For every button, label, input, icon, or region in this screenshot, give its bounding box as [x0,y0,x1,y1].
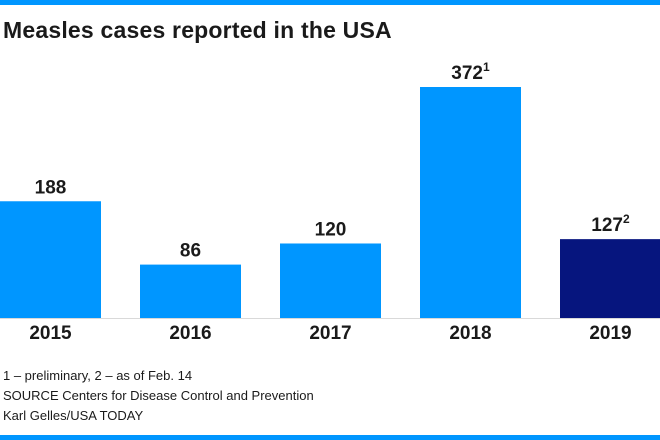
category-label-2016: 2016 [169,323,211,344]
top-rule [0,0,660,5]
bottom-rule [0,435,660,440]
category-label-2019: 2019 [589,323,631,344]
bar-chart: 188 2015 86 2016 120 2017 3721 2018 1272 2019 [0,60,660,344]
footnotes: 1 – preliminary, 2 – as of Feb. 14 SOURC… [3,366,314,426]
bar-2017 [280,243,381,318]
footnote-superscripts: 1 – preliminary, 2 – as of Feb. 14 [3,368,193,383]
value-label-2017: 120 [315,219,347,240]
value-label-2015: 188 [35,177,67,198]
bar-2015 [0,201,101,318]
category-label-2018: 2018 [449,323,491,344]
credit-line: Karl Gelles/USA TODAY [3,408,144,423]
source-line: SOURCE Centers for Disease Control and P… [3,388,314,403]
value-label-2018: 3721 [451,60,490,84]
value-label-2019: 1272 [591,212,630,236]
category-label-2015: 2015 [29,323,72,344]
superscript-2018: 1 [483,60,490,74]
superscript-2019: 2 [623,212,630,226]
chart-title: Measles cases reported in the USA [3,17,392,43]
bar-2018 [420,87,521,318]
bar-2016 [140,264,241,318]
value-label-2016: 86 [180,241,201,262]
category-label-2017: 2017 [309,323,351,344]
bar-2019 [560,239,660,318]
